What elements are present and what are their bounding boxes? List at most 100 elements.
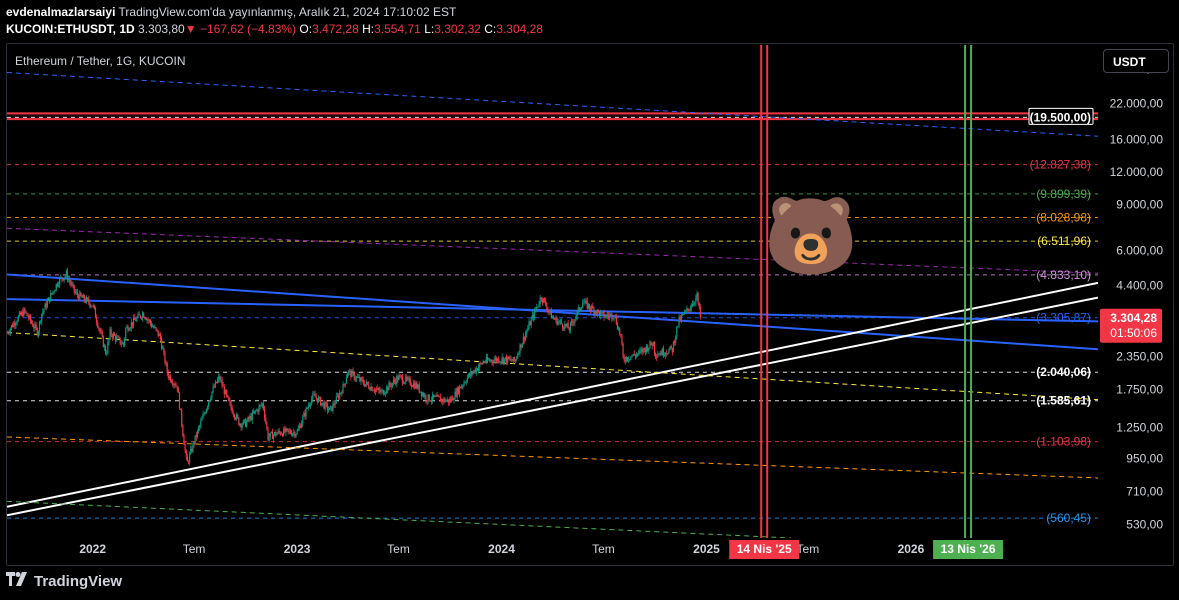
candle-body <box>638 350 640 354</box>
candle-body <box>437 395 439 397</box>
candle-body <box>23 308 25 317</box>
candle-body <box>324 402 326 409</box>
candle-body <box>635 354 638 357</box>
candle-body <box>680 315 682 321</box>
trend-line-2 <box>7 281 1098 508</box>
candle-body <box>604 316 606 318</box>
candle-body <box>309 403 312 406</box>
candle-body <box>40 321 42 323</box>
candle-body <box>390 385 392 387</box>
candle-body <box>220 379 222 381</box>
candle-body <box>103 346 106 348</box>
candle-body <box>556 317 558 325</box>
bear-emoji-icon: 🐻 <box>764 190 859 279</box>
candle-body <box>333 403 335 405</box>
candle-body <box>687 308 689 310</box>
candle-body <box>134 317 136 320</box>
candle-body <box>148 320 150 321</box>
candle-body <box>574 319 576 323</box>
candle-body <box>294 432 296 437</box>
candle-body <box>73 284 75 292</box>
candle-body <box>551 317 554 319</box>
candle-body <box>541 299 544 303</box>
candle-body <box>505 356 508 363</box>
candle-body <box>537 306 539 308</box>
candle-body <box>667 353 669 355</box>
candle-body <box>154 327 156 329</box>
candle-body <box>202 414 204 419</box>
candle-body <box>591 305 593 311</box>
candle-body <box>153 326 155 328</box>
candle-body <box>405 376 407 383</box>
candle-body <box>36 327 38 336</box>
level-label-1: (12.827,38) <box>1030 158 1091 172</box>
candle-body <box>656 356 658 358</box>
high-label: H: <box>362 22 375 36</box>
candle-body <box>513 357 516 361</box>
x-tick-label: 2025 <box>693 542 720 556</box>
candle-body <box>284 428 286 433</box>
candle-body <box>472 372 474 375</box>
candle-body <box>473 369 475 373</box>
candle-body <box>336 395 339 397</box>
candle-body <box>51 293 53 295</box>
down-arrow-icon: ▼ <box>184 22 197 36</box>
candle-body <box>26 312 28 317</box>
level-label-2: (9.899,39) <box>1036 187 1091 201</box>
candle-body <box>326 403 328 411</box>
candle-body <box>268 436 270 440</box>
candle-body <box>296 430 298 435</box>
candle-body <box>587 304 589 309</box>
candle-body <box>10 325 13 329</box>
candle-body <box>383 393 386 395</box>
candle-body <box>633 353 635 356</box>
candle-body <box>489 359 491 361</box>
candle-body <box>540 297 542 300</box>
candle-body <box>559 320 561 322</box>
candle-body <box>47 297 50 302</box>
candle-body <box>395 381 397 384</box>
candle-body <box>415 383 417 389</box>
currency-button[interactable]: USDT <box>1103 49 1169 73</box>
candle-body <box>393 379 396 382</box>
candle-body <box>550 310 552 319</box>
candle-body <box>682 314 685 316</box>
candle-body <box>180 408 182 411</box>
candle-body <box>531 314 533 319</box>
candle-body <box>367 381 369 385</box>
candle-body <box>432 394 434 401</box>
candle-body <box>197 427 200 431</box>
candle-body <box>41 313 43 322</box>
candle-body <box>419 391 421 393</box>
candle-body <box>484 361 486 363</box>
candle-body <box>581 307 583 310</box>
candle-body <box>136 317 138 322</box>
candle-body <box>169 375 172 382</box>
countdown-label: 01:50:06 <box>1110 326 1157 340</box>
candle-body <box>174 384 176 386</box>
candle-body <box>234 417 237 419</box>
candle-body <box>195 435 197 438</box>
candle-body <box>625 357 628 362</box>
candle-body <box>93 305 95 308</box>
candle-body <box>509 358 511 360</box>
candle-body <box>240 423 242 428</box>
candle-body <box>289 430 291 434</box>
author-name[interactable]: evdenalmazlarsaiyi <box>6 5 116 19</box>
candle-body <box>503 358 505 363</box>
candle-body <box>520 344 522 348</box>
candle-body <box>323 402 325 409</box>
x-tick-label: Tem <box>592 542 615 556</box>
candle-body <box>344 383 346 385</box>
candle-body <box>466 377 468 382</box>
candle-body <box>359 377 361 382</box>
candle-body <box>332 403 334 411</box>
candle-body <box>697 293 699 304</box>
candle-body <box>267 428 269 440</box>
candle-body <box>517 354 519 358</box>
candle-body <box>470 371 472 376</box>
candle-body <box>666 352 668 354</box>
candle-body <box>609 314 611 317</box>
candle-body <box>177 389 179 393</box>
